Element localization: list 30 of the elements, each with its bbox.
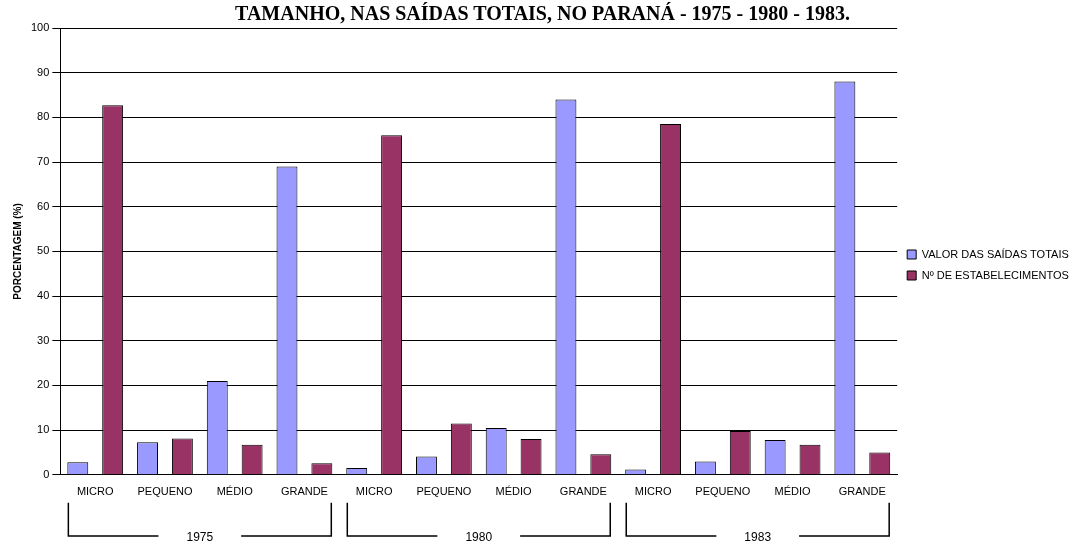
x-tick-label: PEQUENO	[416, 485, 472, 498]
x-tick-label: GRANDE	[559, 485, 607, 498]
y-tick-label: 50	[37, 244, 50, 257]
y-tick-label: 40	[37, 289, 50, 302]
chart-title: TAMANHO, NAS SAÍDAS TOTAIS, NO PARANÁ - 1975 - 1980 - 1983.	[235, 2, 850, 24]
text: 1980	[465, 530, 493, 545]
x-tick-label: MÉDIO	[495, 485, 533, 498]
x-tick-label: MICRO	[76, 485, 114, 498]
y-tick-label: 90	[37, 65, 50, 78]
x-tick-label: GRANDE	[838, 485, 886, 498]
y-tick-label: 70	[37, 155, 50, 168]
y-tick-label: 0	[43, 467, 50, 480]
x-tick-label: MÉDIO	[774, 485, 812, 498]
text: 1975	[186, 530, 214, 545]
y-tick-label: 30	[37, 333, 50, 346]
y-tick-label: 100	[30, 21, 50, 34]
y-axis-title: PORCENTAGEM (%)	[11, 203, 23, 300]
legend-label: Nº DE ESTABELECIMENTOS	[921, 268, 1069, 281]
legend-label: VALOR DAS SAÍDAS TOTAIS	[921, 247, 1069, 260]
y-tick-label: 20	[37, 378, 50, 391]
x-tick-label: MICRO	[634, 485, 672, 498]
y-tick-label: 60	[37, 199, 50, 212]
x-tick-label: PEQUENO	[695, 485, 751, 498]
x-tick-label: GRANDE	[280, 485, 328, 498]
text: 1983	[744, 530, 772, 545]
x-tick-label: MÉDIO	[216, 485, 254, 498]
y-tick-label: 80	[37, 110, 50, 123]
x-tick-label: MICRO	[355, 485, 393, 498]
y-tick-label: 10	[37, 423, 50, 436]
x-tick-label: PEQUENO	[137, 485, 193, 498]
